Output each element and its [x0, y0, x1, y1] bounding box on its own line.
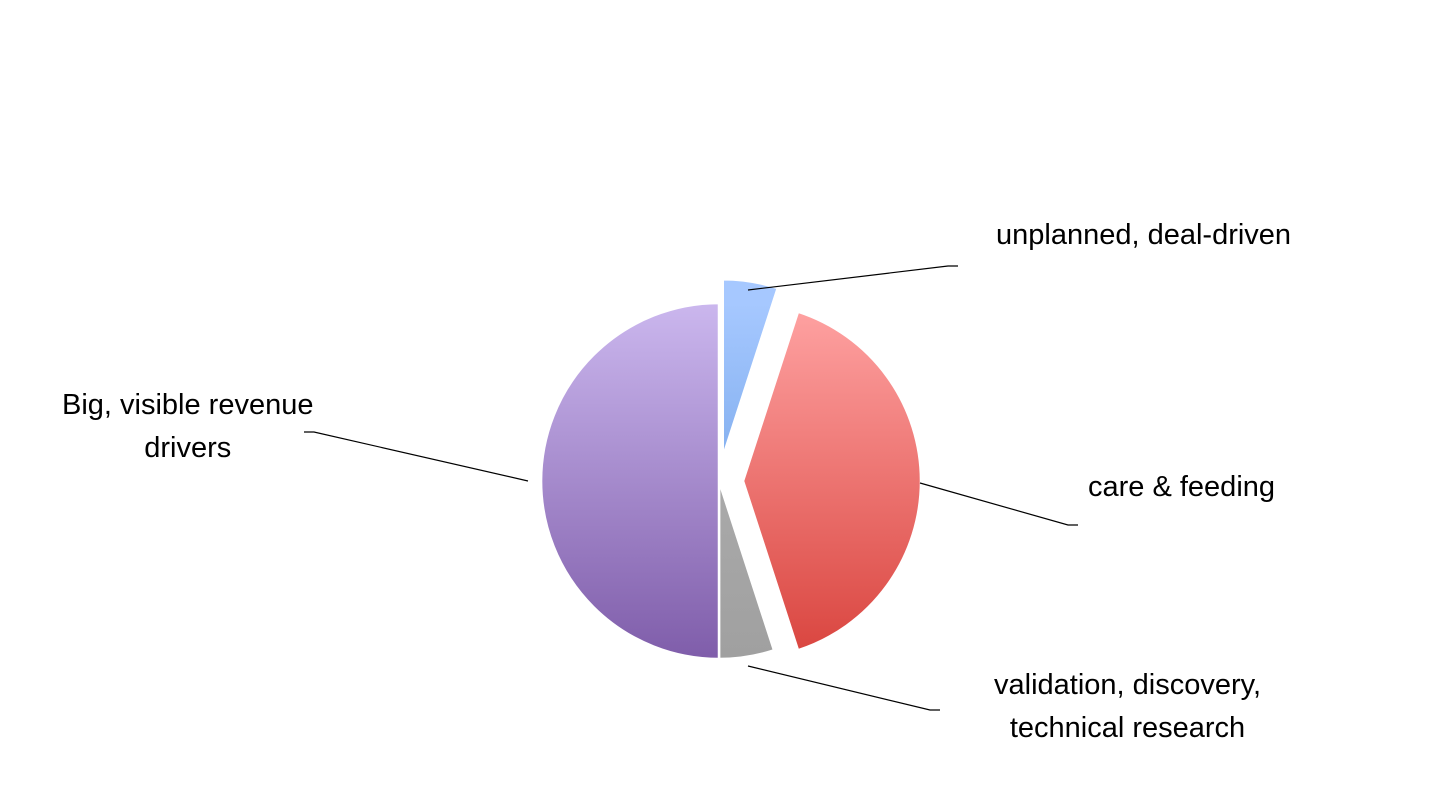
- pie-slice-3: [539, 301, 721, 661]
- leader-line-3: [304, 431, 529, 482]
- slice-label-line: drivers: [144, 432, 232, 464]
- slice-label-line: technical research: [1009, 712, 1246, 744]
- slices-layer: [539, 278, 923, 661]
- pie-slice-0: [721, 278, 780, 458]
- leader-lines-layer: [304, 265, 1078, 711]
- leader-line-0: [747, 265, 958, 291]
- slice-label-line: care & feeding: [1088, 471, 1276, 503]
- pie-slice-1: [741, 310, 923, 652]
- slice-label-unplanned: unplanned, deal-driven: [996, 214, 1291, 257]
- leader-line-2: [747, 665, 940, 711]
- slice-label-validation: validation, discovery, technical researc…: [994, 664, 1261, 750]
- leader-line-1: [919, 482, 1078, 526]
- slice-label-care-feeding: care & feeding: [1088, 466, 1275, 509]
- slice-label-revenue-drivers: Big, visible revenue drivers: [62, 384, 313, 470]
- slice-label-line: validation, discovery,: [994, 669, 1262, 701]
- slice-label-line: Big, visible revenue: [62, 389, 314, 421]
- slice-label-line: unplanned, deal-driven: [996, 219, 1292, 251]
